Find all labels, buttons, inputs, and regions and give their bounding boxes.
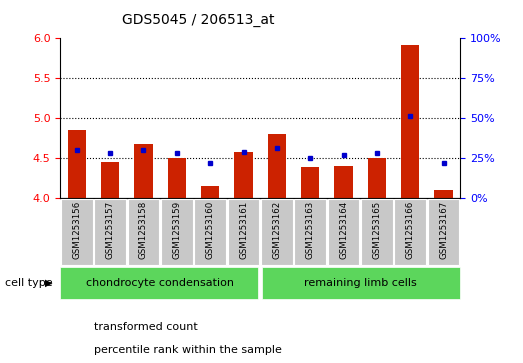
Bar (60, 267, 258, 299)
Text: GDS5045 / 206513_at: GDS5045 / 206513_at (122, 13, 275, 27)
Text: GSM1253164: GSM1253164 (339, 201, 348, 259)
Bar (195, 199, 226, 265)
Bar (134, 143, 153, 198)
Text: transformed count: transformed count (94, 322, 198, 332)
Bar (334, 166, 353, 198)
Bar (301, 167, 320, 198)
Bar (428, 199, 459, 265)
Text: GSM1253166: GSM1253166 (406, 201, 415, 259)
Text: GSM1253159: GSM1253159 (173, 201, 181, 259)
Bar (234, 151, 253, 198)
Bar (268, 134, 286, 198)
Text: chondrocyte condensation: chondrocyte condensation (86, 278, 234, 288)
Bar (161, 199, 192, 265)
Bar (261, 199, 293, 265)
Bar (435, 190, 453, 198)
Text: GSM1253165: GSM1253165 (372, 201, 381, 259)
Text: GSM1253160: GSM1253160 (206, 201, 214, 259)
Text: GSM1253162: GSM1253162 (272, 201, 281, 259)
Text: GSM1253161: GSM1253161 (239, 201, 248, 259)
Text: GSM1253158: GSM1253158 (139, 201, 148, 259)
Bar (94, 199, 126, 265)
Text: GSM1253156: GSM1253156 (72, 201, 81, 259)
Bar (328, 199, 359, 265)
Text: remaining limb cells: remaining limb cells (304, 278, 417, 288)
Bar (168, 158, 186, 198)
Bar (201, 186, 219, 198)
Bar (401, 45, 419, 198)
Bar (368, 158, 386, 198)
Text: ▶: ▶ (45, 278, 52, 288)
Bar (67, 130, 86, 198)
Bar (294, 199, 326, 265)
Text: GSM1253167: GSM1253167 (439, 201, 448, 259)
Bar (361, 199, 393, 265)
Bar (262, 267, 460, 299)
Text: GSM1253163: GSM1253163 (306, 201, 315, 259)
Bar (128, 199, 160, 265)
Bar (228, 199, 259, 265)
Text: percentile rank within the sample: percentile rank within the sample (94, 345, 282, 355)
Bar (61, 199, 93, 265)
Bar (394, 199, 426, 265)
Bar (101, 162, 119, 198)
Text: GSM1253157: GSM1253157 (106, 201, 115, 259)
Text: cell type: cell type (5, 278, 53, 288)
